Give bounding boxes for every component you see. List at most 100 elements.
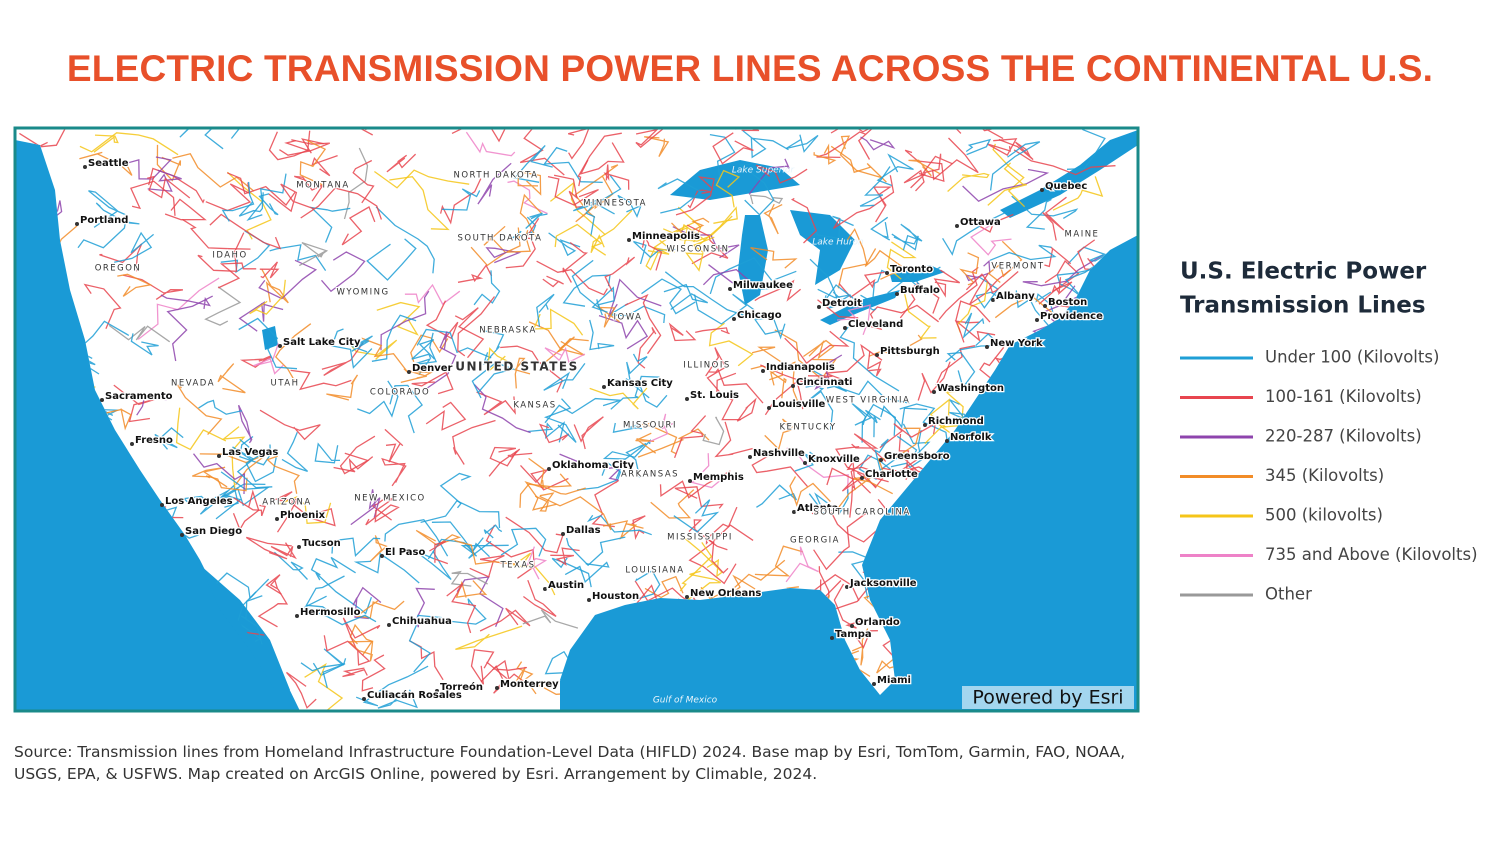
power-line [794,451,824,472]
power-line [716,128,760,132]
power-line [615,442,647,480]
power-line [568,128,590,160]
power-line [702,416,725,446]
power-line [341,206,376,246]
map-labels: Seattle Portland Salt Lake City Sacramento F… [75,157,1104,706]
power-line [321,342,364,376]
power-line [705,506,738,545]
power-line [1051,277,1073,295]
city-label: Austin [548,580,584,591]
power-line [389,384,423,434]
power-line [715,169,741,208]
power-line [548,232,581,257]
power-line [823,284,877,311]
power-line [377,689,418,709]
region-label: KANSAS [513,401,556,411]
power-line [989,141,1041,191]
power-line [898,433,919,473]
power-line [826,380,911,404]
power-line [365,504,400,526]
power-line [887,266,941,295]
city-dot [803,461,807,465]
power-line [1052,176,1104,211]
region-label: MINNESOTA [583,199,647,209]
power-line [350,489,381,526]
power-line [695,327,730,335]
region-label: WYOMING [336,288,389,298]
power-line [851,433,887,462]
power-line [257,588,289,628]
power-line [1056,267,1099,308]
power-line [199,490,242,520]
power-line [517,170,542,196]
power-line [415,587,435,628]
power-line [429,540,449,565]
power-line [268,130,311,161]
city-dot [875,353,879,357]
salt-lake [262,326,278,350]
city-dot [407,370,411,374]
city-label: Monterrey [500,679,559,690]
city-dot [602,385,606,389]
power-line [339,435,376,475]
power-line [331,328,373,369]
power-line [662,206,702,243]
city-dot [932,390,936,394]
city-dot [872,682,876,686]
power-line [1025,198,1052,230]
region-label: IDAHO [212,251,247,261]
water-label: Lake Huron [812,238,864,248]
power-line [543,146,603,184]
power-line [284,138,324,154]
power-line [452,419,496,465]
map-view: Seattle Portland Salt Lake City Sacramento F… [15,128,1138,711]
power-line [753,317,786,340]
region-label: TEXAS [499,561,535,571]
power-line [381,457,407,487]
city-label: Tucson [302,538,341,549]
power-line [177,384,223,436]
power-line [88,190,128,228]
power-line [1038,259,1080,305]
city-dot [761,369,765,373]
power-line [156,144,182,182]
power-line [376,301,421,336]
power-line [591,286,615,316]
power-line [935,345,976,393]
power-line [500,527,547,557]
power-line [932,128,962,134]
map-frame [13,126,1140,713]
power-line [712,132,754,165]
power-line [803,339,835,360]
city-label: El Paso [385,547,426,558]
power-line [451,128,507,143]
power-line [294,175,326,202]
power-line [1044,246,1072,268]
power-line [650,489,695,519]
region-label: SOUTH DAKOTA [458,234,543,244]
city-dot [688,479,692,483]
power-line [750,246,798,269]
power-line [108,324,171,343]
power-line [547,175,599,206]
power-line [522,609,579,629]
city-label: Fresno [135,435,173,446]
city-label: Culiacán Rosales [367,689,462,701]
power-line [760,364,833,384]
city-dot [791,384,795,388]
power-line [536,293,555,327]
power-line [860,136,896,151]
power-line [500,345,564,393]
city-label: Milwaukee [733,280,793,291]
power-line [439,178,482,225]
region-label: GEORGIA [790,536,840,546]
power-line [962,168,1050,202]
power-line [539,495,612,531]
power-line [321,251,366,293]
city-label: Denver [412,363,453,374]
legend-label: Under 100 (Kilovolts) [1265,348,1439,367]
region-label: COLORADO [370,388,430,398]
power-line [896,423,931,460]
power-line [408,614,443,673]
city-dot [885,271,889,275]
